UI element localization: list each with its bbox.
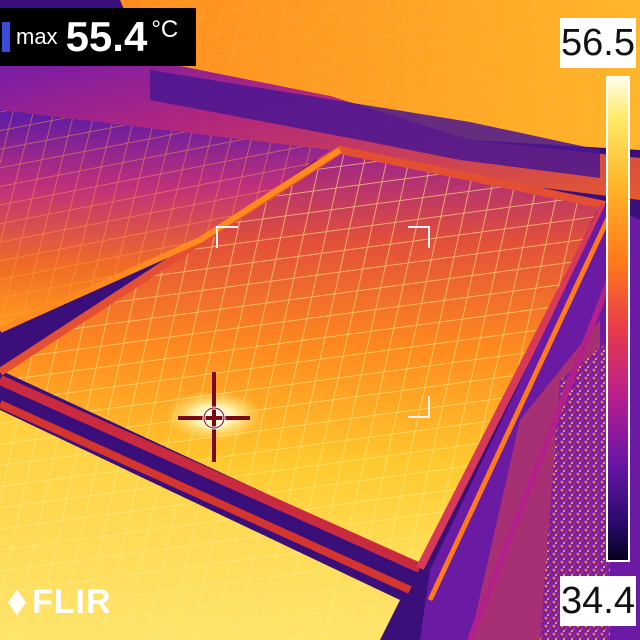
measure-box-corner-tl <box>216 226 238 248</box>
flir-logo-icon <box>8 589 26 616</box>
readout-label: max <box>16 24 58 49</box>
readout-value: 55.4 <box>65 13 148 60</box>
measure-box-corner-tr <box>408 226 430 248</box>
max-temperature-readout: max 55.4 °C <box>0 8 196 66</box>
spot-indicator-icon <box>2 22 10 52</box>
scale-min-value: 34.4 <box>560 576 636 626</box>
measure-box-corner-br <box>408 396 430 418</box>
brand-text: FLIR <box>32 583 112 621</box>
scale-max-value: 56.5 <box>560 18 636 68</box>
flir-logo: FLIR <box>8 583 112 622</box>
crosshair-icon <box>178 372 250 462</box>
readout-unit: °C <box>151 16 179 43</box>
temperature-scale-bar <box>606 76 630 562</box>
